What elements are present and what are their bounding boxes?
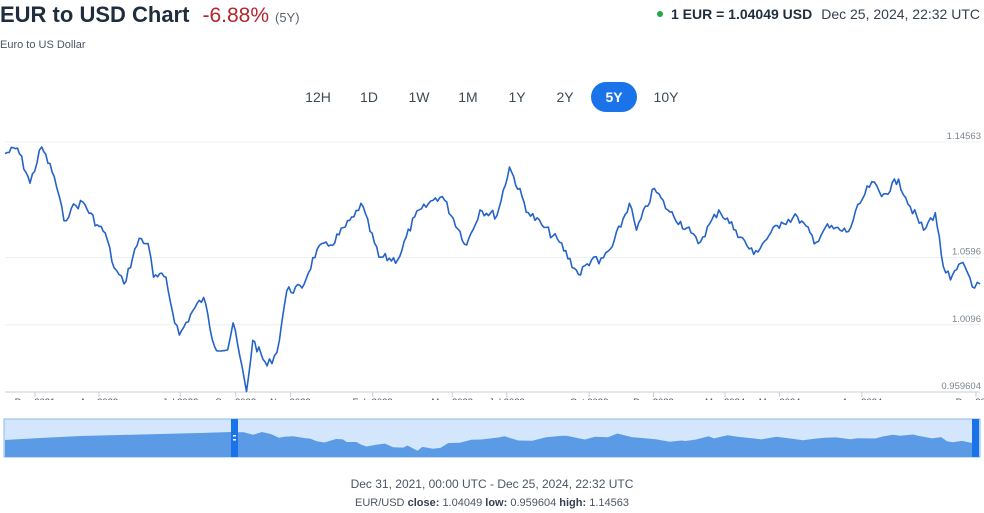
x-tick-label: Dec 2023	[633, 397, 674, 400]
tab-5y[interactable]: 5Y	[591, 82, 637, 112]
y-tick-label: 1.0596	[952, 247, 981, 258]
range-navigator[interactable]	[0, 418, 984, 460]
title-row: EUR to USD Chart -6.88% (5Y)	[0, 2, 300, 28]
ohlc-summary: EUR/USD close: 1.04049 low: 0.959604 hig…	[0, 497, 984, 509]
x-tick-label: Aug 2024	[842, 397, 883, 400]
x-tick-label: Mar 2024	[705, 397, 745, 400]
y-tick-label: 0.959604	[941, 381, 981, 392]
price-chart[interactable]: 1.14563 1.0596 1.0096 0.959604 Dec 2021 Apr …	[0, 0, 984, 400]
period-tabs: 12H 1D 1W 1M 1Y 2Y 5Y 10Y	[0, 82, 984, 112]
grid-layer	[5, 141, 980, 393]
x-tick-label: May 2024	[759, 397, 801, 400]
rate-timestamp: Dec 25, 2024, 22:32 UTC	[821, 6, 980, 22]
page-subtitle: Euro to US Dollar	[0, 39, 86, 51]
x-tick-label: Dec 2021	[15, 397, 56, 400]
tab-1y[interactable]: 1Y	[508, 89, 526, 105]
low-value: 0.959604	[510, 497, 557, 509]
close-label: close:	[407, 497, 440, 509]
x-tick-label: Oct 2023	[570, 397, 609, 400]
page-title: EUR to USD Chart	[0, 2, 190, 27]
range-text: Dec 31, 2021, 00:00 UTC - Dec 25, 2024, …	[350, 477, 634, 491]
tab-1w[interactable]: 1W	[408, 89, 430, 105]
tab-1d[interactable]: 1D	[360, 89, 378, 105]
close-value: 1.04049	[442, 497, 483, 509]
current-rate: 1 EUR = 1.04049 USD Dec 25, 2024, 22:32 …	[656, 6, 980, 22]
x-tick-label: Nov 2022	[270, 397, 311, 400]
pair-label: EUR/USD	[355, 497, 405, 509]
high-value: 1.14563	[589, 497, 629, 509]
low-label: low:	[485, 497, 508, 509]
x-tick-label: Feb 2023	[353, 397, 393, 400]
y-tick-label: 1.0096	[952, 314, 981, 325]
y-tick-label: 1.14563	[947, 131, 981, 142]
y-axis-labels: 1.14563 1.0596 1.0096 0.959604	[941, 131, 981, 392]
x-tick-label: Dec 2024	[956, 397, 984, 400]
x-tick-label: Jul 2022	[162, 397, 198, 400]
live-dot-icon	[656, 11, 663, 17]
series-layer	[4, 146, 981, 393]
rate-value: 1 EUR = 1.04049 USD	[670, 6, 813, 22]
navigator-left-grip	[233, 439, 236, 441]
tab-10y[interactable]: 10Y	[653, 89, 679, 105]
tab-12h[interactable]: 12H	[305, 89, 331, 105]
x-axis: Dec 2021 Apr 2022 Jul 2022 Sep 2022 Nov 2022…	[5, 391, 984, 400]
navigator-left-grip	[233, 435, 236, 437]
tab-1m[interactable]: 1M	[458, 89, 478, 105]
percent-change: -6.88%	[202, 4, 269, 27]
navigator-series-selected	[234, 432, 975, 457]
navigator-series-outside	[5, 432, 231, 457]
x-tick-label: Jul 2023	[489, 397, 525, 400]
tab-2y[interactable]: 2Y	[556, 89, 574, 105]
x-tick-label: Apr 2022	[80, 397, 119, 400]
navigator-right-handle[interactable]	[972, 419, 979, 457]
x-tick-label: Sep 2022	[215, 397, 256, 400]
period-label: (5Y)	[275, 10, 300, 25]
series-line[interactable]	[4, 146, 981, 393]
high-label: high:	[559, 497, 587, 509]
x-tick-label: May 2023	[431, 397, 473, 400]
navigator-left-handle[interactable]	[231, 419, 238, 457]
